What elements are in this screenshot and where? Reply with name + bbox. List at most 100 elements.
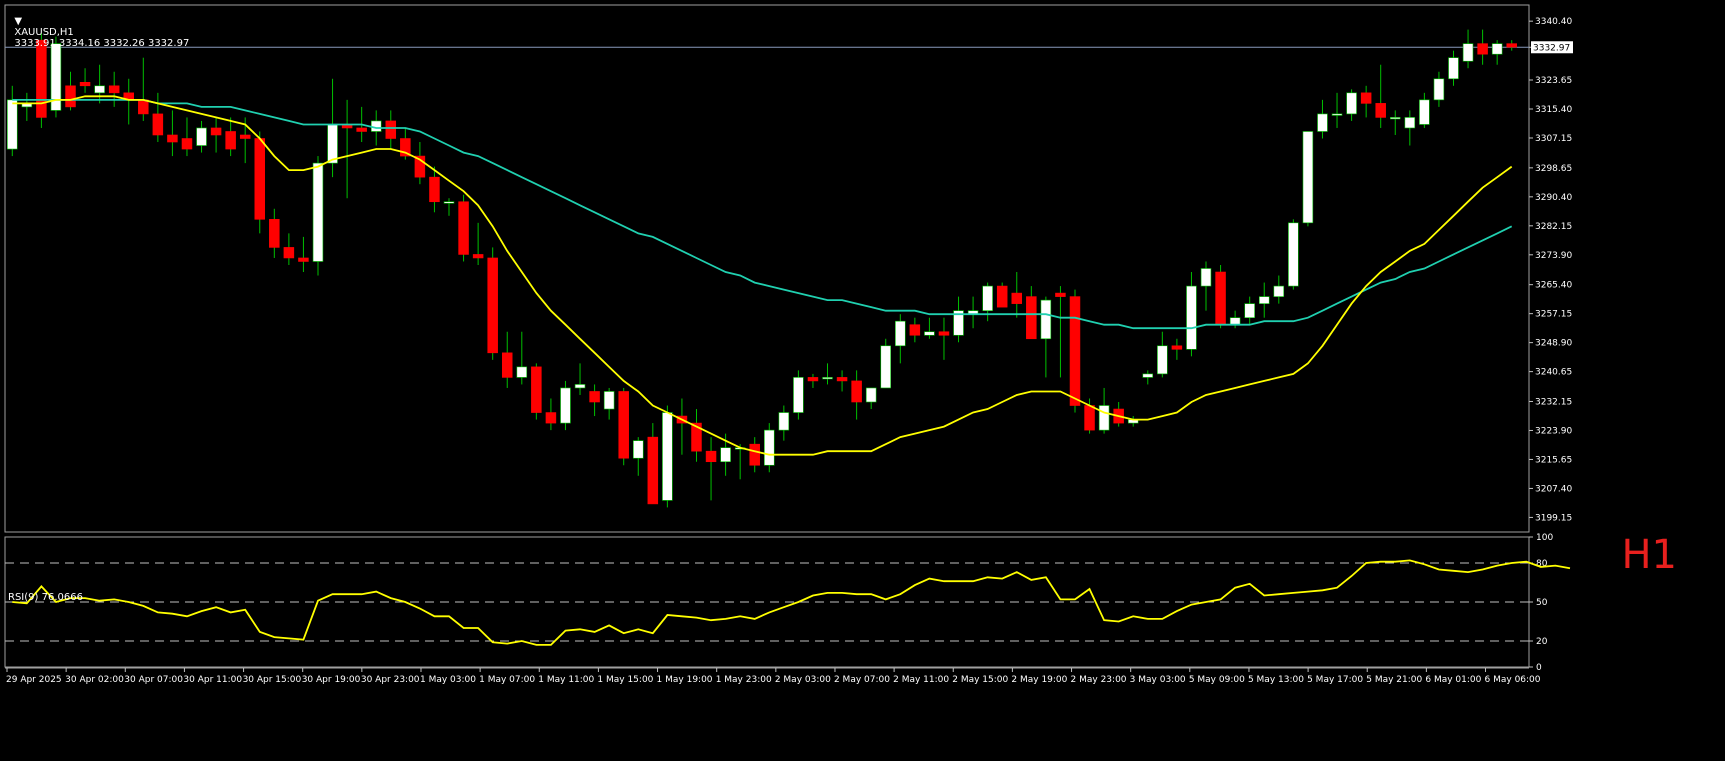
candle-bull[interactable] bbox=[1273, 285, 1285, 297]
candle-bull[interactable] bbox=[764, 429, 775, 466]
candle-bear[interactable] bbox=[239, 134, 251, 139]
candle-bull[interactable] bbox=[1258, 296, 1270, 304]
candle-bear[interactable] bbox=[108, 85, 120, 94]
candle-bull[interactable] bbox=[1229, 317, 1241, 326]
candle-bull[interactable] bbox=[1448, 57, 1459, 80]
candle-bear[interactable] bbox=[501, 352, 513, 378]
candle-bear[interactable] bbox=[531, 366, 542, 413]
candle-bear[interactable] bbox=[152, 113, 164, 136]
time-tick-label: 2 May 23:00 bbox=[1071, 675, 1127, 685]
candle-bear[interactable] bbox=[1084, 405, 1095, 431]
candle-bull[interactable] bbox=[720, 447, 731, 463]
candle-bear[interactable] bbox=[851, 380, 862, 403]
candle-bear[interactable] bbox=[938, 331, 950, 336]
candle-bear[interactable] bbox=[36, 39, 47, 118]
candle-bull[interactable] bbox=[1157, 345, 1168, 375]
candle-bull[interactable] bbox=[560, 387, 571, 424]
candle-bear[interactable] bbox=[298, 257, 309, 262]
candle-bear[interactable] bbox=[1171, 345, 1183, 350]
candle-bear[interactable] bbox=[225, 131, 236, 150]
candle-bull[interactable] bbox=[778, 412, 790, 431]
candle-bull[interactable] bbox=[1142, 373, 1154, 378]
candle-bull[interactable] bbox=[662, 412, 673, 501]
candle-bear[interactable] bbox=[749, 443, 760, 466]
candle-bear[interactable] bbox=[283, 247, 295, 259]
candle-bull[interactable] bbox=[1419, 99, 1430, 125]
candle-bull[interactable] bbox=[1462, 43, 1474, 62]
candle-bear[interactable] bbox=[1506, 43, 1517, 48]
candle-bear[interactable] bbox=[909, 324, 921, 336]
candle-bull[interactable] bbox=[633, 440, 644, 459]
candle-bear[interactable] bbox=[1360, 92, 1372, 104]
dropdown-triangle-icon[interactable]: ▼ bbox=[14, 16, 23, 27]
candle-bull[interactable] bbox=[516, 366, 528, 378]
candle-bull[interactable] bbox=[1200, 268, 1212, 287]
candle-bull[interactable] bbox=[953, 310, 964, 336]
candle-bear[interactable] bbox=[647, 436, 659, 505]
candle-bear[interactable] bbox=[1055, 292, 1066, 297]
candle-bear[interactable] bbox=[269, 219, 280, 248]
candle-bull[interactable] bbox=[327, 124, 338, 164]
candle-bear[interactable] bbox=[996, 285, 1008, 308]
candle-bull[interactable] bbox=[50, 43, 62, 111]
candle-bear[interactable] bbox=[65, 85, 76, 108]
candle-bull[interactable] bbox=[822, 377, 833, 380]
candle-bear[interactable] bbox=[167, 134, 178, 143]
candle-bear[interactable] bbox=[545, 412, 557, 424]
candle-bear[interactable] bbox=[254, 138, 266, 220]
candle-bear[interactable] bbox=[400, 138, 411, 157]
candle-bear[interactable] bbox=[1069, 296, 1081, 406]
candle-bull[interactable] bbox=[880, 345, 891, 389]
candle-bull[interactable] bbox=[196, 127, 207, 146]
candle-bear[interactable] bbox=[138, 99, 149, 115]
candle-bull[interactable] bbox=[1346, 92, 1357, 115]
candle-bear[interactable] bbox=[356, 127, 367, 132]
candle-bull[interactable] bbox=[443, 201, 455, 204]
candle-bear[interactable] bbox=[472, 254, 484, 259]
candle-bear[interactable] bbox=[429, 176, 440, 203]
candle-bull[interactable] bbox=[1186, 285, 1197, 350]
candle-bull[interactable] bbox=[1098, 405, 1110, 431]
candle-bull[interactable] bbox=[865, 387, 877, 403]
candle-bull[interactable] bbox=[924, 331, 935, 336]
candle-bear[interactable] bbox=[487, 257, 498, 354]
candle-bear[interactable] bbox=[1477, 43, 1488, 55]
candle-bear[interactable] bbox=[836, 377, 848, 382]
candle-bear[interactable] bbox=[1026, 296, 1037, 340]
candle-bull[interactable] bbox=[603, 391, 615, 410]
candle-bull[interactable] bbox=[312, 162, 324, 262]
candle-bull[interactable] bbox=[982, 285, 993, 311]
candle-bear[interactable] bbox=[1375, 103, 1386, 118]
candle-bull[interactable] bbox=[1317, 113, 1328, 132]
candle-bull[interactable] bbox=[370, 120, 382, 132]
candle-bull[interactable] bbox=[1040, 299, 1052, 340]
candle-bull[interactable] bbox=[7, 99, 18, 150]
candle-bull[interactable] bbox=[1390, 117, 1401, 120]
candle-bear[interactable] bbox=[79, 81, 91, 87]
candle-bear[interactable] bbox=[181, 138, 193, 150]
candle-bull[interactable] bbox=[1302, 131, 1314, 224]
candle-bull[interactable] bbox=[94, 85, 105, 94]
candle-bull[interactable] bbox=[1244, 303, 1255, 318]
candle-bear[interactable] bbox=[1011, 292, 1023, 304]
candle-bear[interactable] bbox=[458, 201, 469, 255]
candle-bull[interactable] bbox=[895, 320, 906, 347]
candle-bear[interactable] bbox=[210, 127, 222, 136]
candle-bull[interactable] bbox=[1404, 117, 1416, 129]
candle-bull[interactable] bbox=[1331, 113, 1343, 116]
candle-bear[interactable] bbox=[414, 155, 426, 178]
candle-bull[interactable] bbox=[1491, 43, 1503, 55]
candle-bull[interactable] bbox=[1433, 78, 1445, 101]
candle-bull[interactable] bbox=[793, 377, 804, 413]
candle-bear[interactable] bbox=[589, 391, 600, 403]
candle-bear[interactable] bbox=[385, 120, 397, 139]
candle-bear[interactable] bbox=[618, 391, 629, 459]
candle-bear[interactable] bbox=[705, 450, 717, 463]
candle-bear[interactable] bbox=[807, 377, 819, 382]
candle-bull[interactable] bbox=[574, 384, 586, 389]
candle-bull[interactable] bbox=[1288, 222, 1299, 287]
candle-bear[interactable] bbox=[1215, 271, 1226, 326]
candle-bear[interactable] bbox=[691, 422, 702, 452]
